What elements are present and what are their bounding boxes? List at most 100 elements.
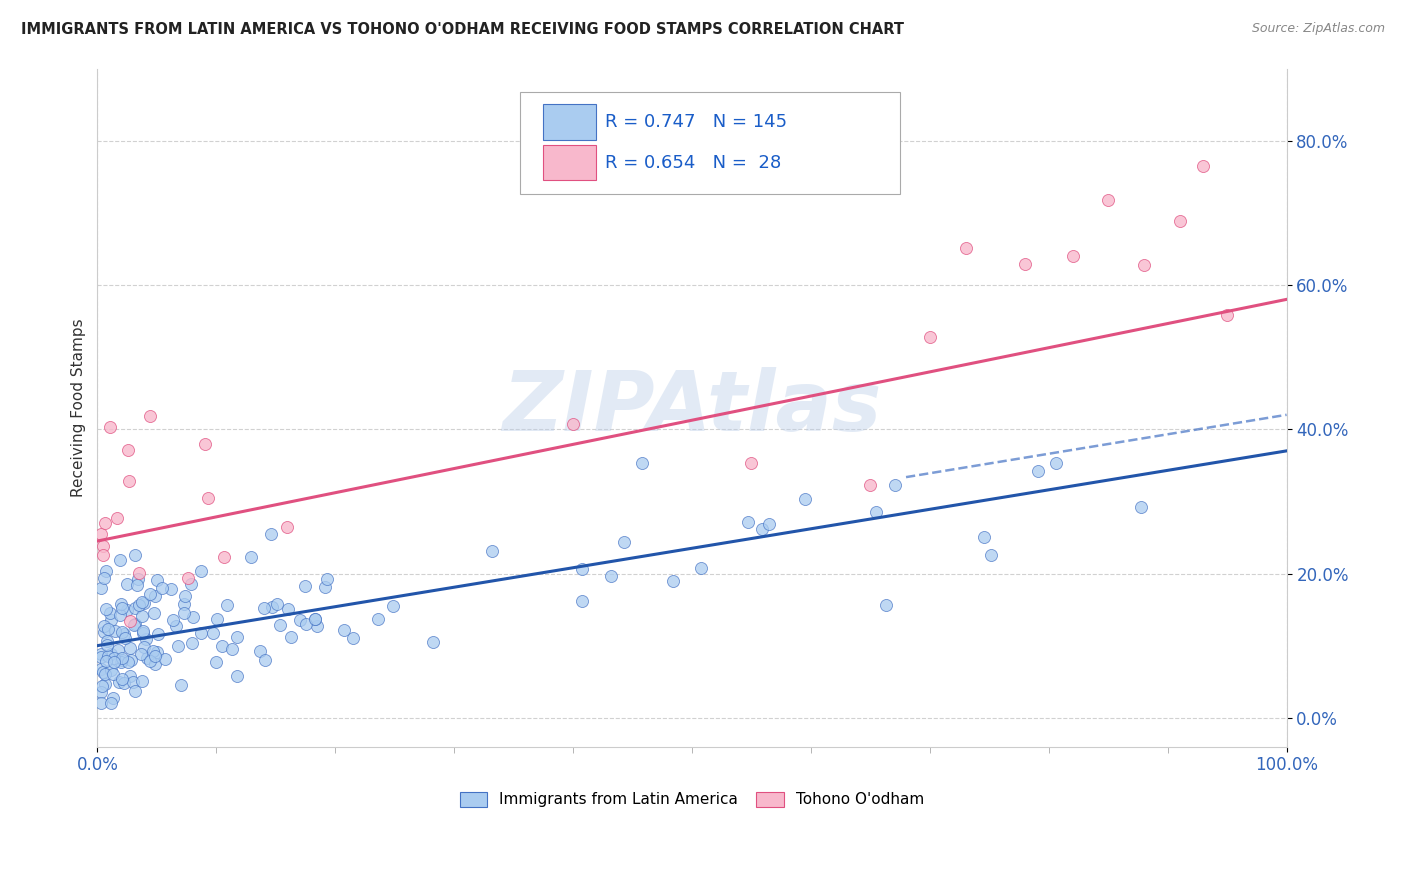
Point — [148, 626, 170, 640]
Point — [249, 644, 271, 658]
Point — [108, 607, 131, 622]
Point — [131, 674, 153, 689]
Point — [181, 636, 204, 650]
Point — [145, 573, 167, 587]
Point — [269, 617, 291, 632]
Point — [202, 626, 225, 640]
Point — [481, 543, 503, 558]
Point — [215, 598, 238, 612]
Point — [205, 612, 228, 626]
Point — [1062, 249, 1084, 263]
Point — [190, 626, 212, 640]
Point — [690, 560, 713, 574]
Point — [758, 516, 780, 531]
Point — [173, 598, 195, 612]
Point — [1133, 258, 1156, 272]
Legend: Immigrants from Latin America, Tohono O'odham: Immigrants from Latin America, Tohono O'… — [453, 786, 931, 814]
Point — [90, 581, 112, 595]
Point — [90, 662, 112, 676]
Point — [104, 624, 127, 638]
Point — [288, 613, 311, 627]
Point — [173, 606, 195, 620]
Point — [918, 330, 941, 344]
Text: Source: ZipAtlas.com: Source: ZipAtlas.com — [1251, 22, 1385, 36]
Point — [97, 649, 120, 664]
Point — [100, 647, 122, 661]
Point — [145, 645, 167, 659]
Point — [266, 597, 288, 611]
Point — [110, 597, 132, 611]
Point — [127, 572, 149, 586]
Point — [98, 420, 121, 434]
Point — [162, 613, 184, 627]
Point — [112, 627, 135, 641]
Point — [253, 600, 276, 615]
Point — [190, 564, 212, 578]
Point — [221, 641, 243, 656]
Point — [108, 675, 131, 690]
Point — [94, 564, 117, 578]
Point — [100, 614, 122, 628]
Point — [884, 477, 907, 491]
Point — [314, 580, 336, 594]
Point — [108, 553, 131, 567]
Point — [103, 655, 125, 669]
Point — [93, 619, 115, 633]
Point — [1168, 213, 1191, 227]
Point — [793, 492, 815, 507]
Point — [174, 590, 197, 604]
Point — [170, 678, 193, 692]
Point — [90, 650, 112, 665]
Point — [165, 618, 187, 632]
Point — [262, 599, 284, 614]
Point — [96, 654, 118, 668]
Point — [96, 602, 118, 616]
Point — [120, 614, 142, 628]
Point — [90, 697, 112, 711]
Point — [333, 623, 356, 637]
Point — [91, 680, 114, 694]
FancyBboxPatch shape — [543, 104, 596, 140]
Point — [110, 656, 132, 670]
Point — [90, 527, 112, 541]
Point — [150, 581, 173, 595]
Point — [93, 571, 115, 585]
Point — [131, 609, 153, 624]
Point — [295, 616, 318, 631]
Point — [260, 527, 283, 541]
Point — [101, 690, 124, 705]
Point — [142, 607, 165, 621]
Point — [180, 576, 202, 591]
Point — [112, 676, 135, 690]
Point — [111, 651, 134, 665]
Point — [132, 596, 155, 610]
Point — [142, 644, 165, 658]
Point — [225, 669, 247, 683]
Point — [166, 639, 188, 653]
Point — [875, 598, 897, 612]
Point — [118, 640, 141, 655]
Point — [865, 505, 887, 519]
Point — [103, 650, 125, 665]
Point — [859, 477, 882, 491]
Point — [117, 655, 139, 669]
Point — [124, 601, 146, 615]
Point — [101, 667, 124, 681]
Point — [1129, 500, 1152, 514]
Point — [111, 624, 134, 639]
Point — [117, 602, 139, 616]
Point — [1014, 257, 1036, 271]
Point — [153, 652, 176, 666]
Point — [93, 677, 115, 691]
Point — [118, 669, 141, 683]
Point — [253, 652, 276, 666]
Point — [980, 548, 1002, 562]
Point — [98, 606, 121, 620]
Point — [277, 601, 299, 615]
Text: ZIPAtlas: ZIPAtlas — [502, 368, 882, 448]
Point — [90, 647, 112, 661]
Point — [132, 640, 155, 654]
Point — [96, 633, 118, 648]
Point — [422, 635, 444, 649]
Point — [1097, 193, 1119, 207]
